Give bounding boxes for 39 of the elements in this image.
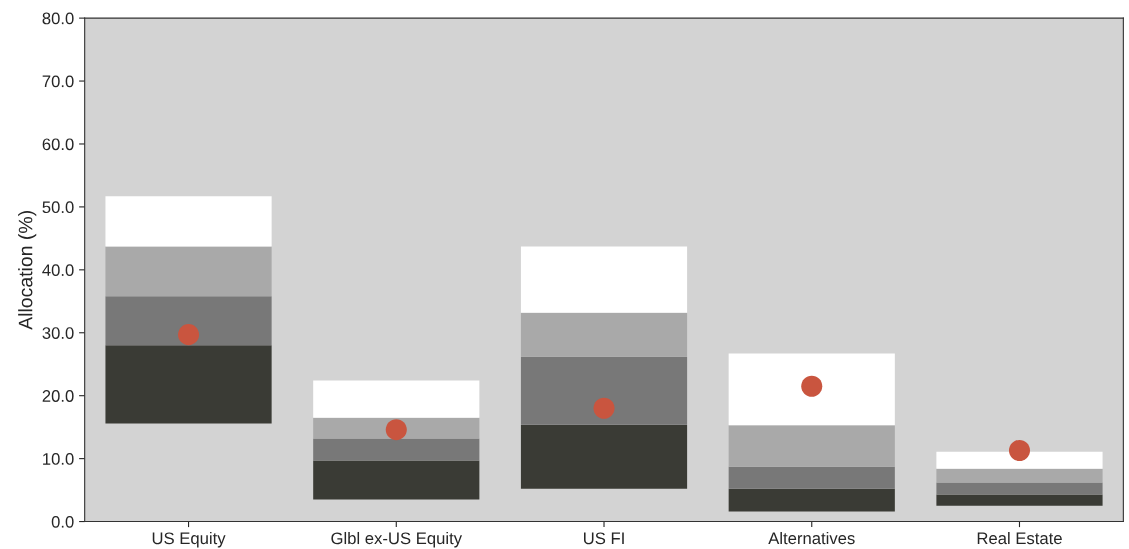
x-tick-label: Real Estate <box>977 531 1062 545</box>
y-tick-label: 40.0 <box>42 264 74 277</box>
bar <box>105 196 272 247</box>
bar <box>728 488 895 512</box>
bar <box>105 246 272 297</box>
point <box>385 419 407 441</box>
bar <box>728 466 895 489</box>
point <box>1008 439 1031 461</box>
bar <box>728 353 895 426</box>
x-tick-label: US Equity <box>152 531 226 548</box>
y-tick-label: 70.0 <box>42 75 74 88</box>
point <box>593 397 615 419</box>
y-tick-label: 80.0 <box>42 12 74 25</box>
y-tick-label: 0.0 <box>51 515 74 528</box>
bar <box>936 451 1103 469</box>
bar <box>520 356 688 425</box>
y-tick-label: 10.0 <box>43 453 74 465</box>
x-tick-label: Glbl ex-US Equity <box>331 531 463 548</box>
x-tick-label: US FI <box>584 532 624 545</box>
point <box>801 375 823 397</box>
y-axis-title: Allocation (%) <box>18 211 37 330</box>
bar <box>105 345 272 424</box>
bar <box>728 425 895 467</box>
bar <box>936 482 1103 495</box>
bar <box>520 424 688 489</box>
bar <box>520 312 688 357</box>
y-tick-label: 60.0 <box>42 138 74 151</box>
y-tick-label: 50.0 <box>42 201 74 214</box>
bar <box>313 438 480 461</box>
point <box>178 324 200 346</box>
y-tick-label: 30.0 <box>42 327 74 339</box>
bar <box>520 246 688 313</box>
bar <box>936 468 1103 483</box>
bar <box>313 460 480 500</box>
y-tick-label: 20.0 <box>42 390 74 402</box>
bar <box>936 494 1103 506</box>
bar <box>313 380 480 418</box>
bar <box>105 296 272 346</box>
x-tick-label: Alternatives <box>768 531 855 545</box>
